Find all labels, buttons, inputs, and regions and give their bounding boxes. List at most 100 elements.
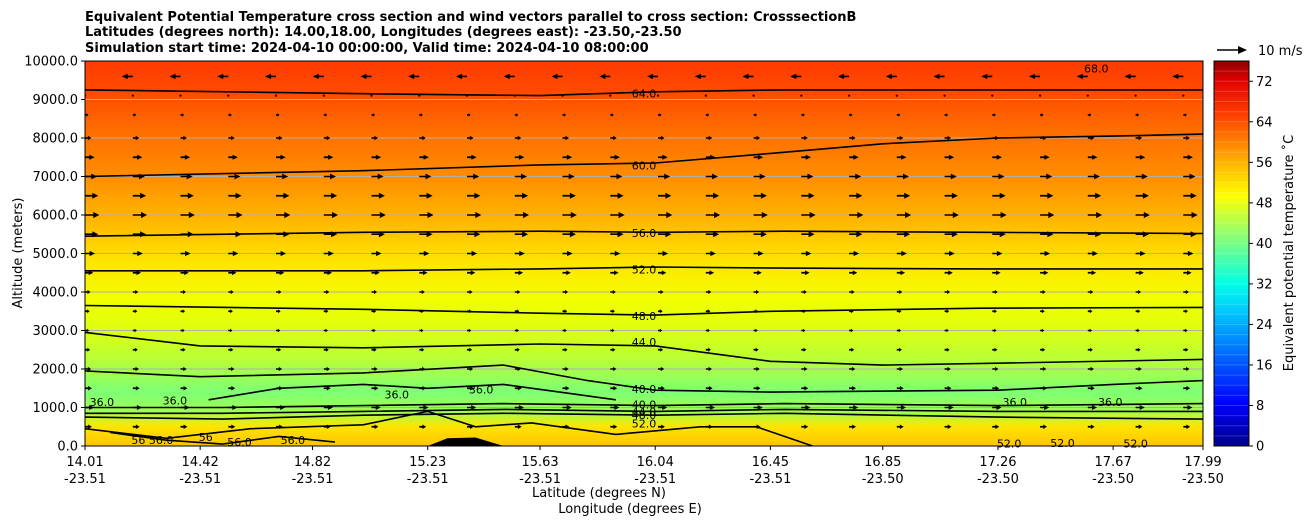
wind-vector-5-12 [658, 173, 671, 180]
y-tick-label-6: 6000.0 [33, 209, 79, 224]
quiver-key-arrowhead [1238, 46, 1247, 54]
wind-vector-10-15 [801, 270, 810, 276]
wind-vector-6-8 [467, 192, 481, 199]
wind-vector-3-14 [753, 135, 760, 141]
wind-vector-9-20 [1040, 250, 1051, 257]
wind-vector-14-1 [132, 347, 138, 352]
wind-vector-17-2 [180, 405, 190, 410]
wind-vector-12-4 [276, 309, 281, 314]
wind-vector-0-1 [121, 73, 133, 80]
wind-vector-2-9 [514, 113, 519, 117]
wind-vector-15-17 [896, 366, 903, 372]
wind-vector-7-21 [1087, 211, 1103, 219]
x-tick-lat-label-7: 16.85 [864, 455, 901, 470]
wind-vector-5-14 [753, 173, 766, 180]
wind-vector-6-15 [801, 192, 815, 199]
wind-vector-10-18 [944, 270, 953, 276]
chart-title-line-2: Latitudes (degrees north): 14.00,18.00, … [85, 25, 682, 40]
wind-vector-7-5 [323, 211, 338, 219]
contour-line-56.0-12 [110, 431, 336, 445]
wind-vector-13-0 [85, 328, 90, 333]
wind-vector-4-6 [371, 154, 382, 160]
wind-vector-5-9 [514, 173, 527, 180]
wind-vector-3-1 [132, 135, 140, 141]
wind-vector-5-13 [705, 173, 718, 180]
wind-vector-9-4 [276, 250, 287, 257]
wind-vector-16-2 [180, 386, 188, 391]
wind-vector-15-14 [753, 366, 760, 372]
wind-vector-6-4 [276, 192, 290, 199]
wind-vector-10-5 [323, 270, 332, 276]
wind-vector-13-23 [1183, 328, 1188, 333]
contour-label-21: 56.0 [281, 434, 306, 447]
wind-vector-6-6 [371, 192, 385, 199]
wind-vector-11-13 [705, 289, 712, 295]
wind-vector-18-9 [514, 424, 522, 429]
y-tick-label-1: 1000.0 [33, 401, 79, 416]
wind-vector-14-17 [896, 347, 902, 352]
wind-vector-9-6 [371, 250, 382, 257]
colorbar: 0 8 16 24 32 40 48 56 64 72 Equivalent potential … [1213, 60, 1297, 455]
wind-vector-5-18 [944, 173, 957, 180]
contour-label-10: 48.0 [632, 409, 657, 422]
contour-label-6: 44.0 [632, 336, 657, 349]
contour-line-48.0-10 [85, 412, 1203, 420]
wind-vector-10-10 [562, 270, 571, 276]
wind-vector-5-0 [85, 173, 98, 180]
contour-line-56.0-2 [85, 230, 1203, 237]
contour-label-14: 36.0 [385, 388, 410, 401]
wind-vector-1-12 [656, 94, 660, 97]
wind-vector-15-9 [514, 366, 521, 372]
wind-vector-0-15 [790, 73, 802, 80]
wind-vector-8-2 [180, 231, 194, 238]
wind-vector-4-16 [849, 154, 859, 160]
wind-vector-1-14 [752, 94, 755, 97]
wind-vector-14-23 [1183, 347, 1189, 352]
wind-vector-15-19 [992, 366, 999, 372]
wind-vector-10-21 [1087, 270, 1097, 276]
wind-vector-5-20 [1040, 173, 1053, 180]
contour-line-44.0-5 [85, 331, 1203, 366]
wind-vector-9-10 [562, 250, 573, 257]
wind-vector-4-1 [132, 154, 143, 160]
wind-vector-15-4 [276, 366, 283, 372]
colorbar-tick-label-3: 24 [1256, 318, 1273, 333]
wind-vector-0-4 [265, 73, 276, 80]
wind-vector-6-19 [992, 192, 1006, 199]
y-axis: 0.0 1000.0 2000.0 3000.0 4000.0 5000.0 6000.0 7… [24, 55, 85, 455]
wind-vector-6-16 [849, 192, 863, 199]
wind-vector-2-12 [658, 113, 662, 117]
contour-lines [85, 89, 1203, 446]
wind-vector-3-12 [658, 135, 665, 141]
wind-vector-18-8 [467, 424, 474, 429]
wind-vector-2-13 [705, 113, 710, 117]
wind-vector-8-9 [514, 231, 529, 238]
wind-vector-2-5 [323, 113, 328, 117]
wind-vector-11-9 [514, 289, 521, 295]
wind-vector-3-3 [228, 135, 235, 141]
colorbar-tick-label-9: 72 [1256, 75, 1273, 90]
wind-vector-18-22 [1135, 424, 1143, 429]
contour-label-24: 52.0 [1123, 437, 1148, 450]
wind-vector-15-21 [1087, 366, 1094, 372]
wind-vector-7-8 [467, 211, 482, 219]
wind-vector-12-16 [849, 309, 854, 314]
wind-vector-6-12 [658, 192, 672, 199]
wind-vector-6-22 [1135, 192, 1149, 199]
wind-vector-1-16 [848, 94, 851, 97]
x-tick-lat-label-8: 17.26 [979, 455, 1016, 470]
wind-vector-16-22 [1135, 386, 1143, 391]
wind-vector-15-13 [705, 366, 712, 372]
wind-vector-16-6 [371, 386, 379, 391]
wind-vector-7-15 [801, 211, 816, 219]
wind-vector-12-11 [610, 309, 615, 314]
x-tick-lon-label-3: -23.51 [407, 472, 449, 487]
y-tick-label-10: 10000.0 [24, 55, 78, 70]
wind-vector-2-6 [371, 113, 375, 117]
wind-vector-17-18 [944, 405, 954, 410]
wind-vector-7-13 [705, 211, 721, 219]
wind-vector-18-6 [371, 424, 379, 429]
wind-vector-15-1 [132, 366, 139, 372]
wind-vector-5-17 [896, 173, 909, 180]
wind-vector-3-8 [467, 135, 474, 141]
